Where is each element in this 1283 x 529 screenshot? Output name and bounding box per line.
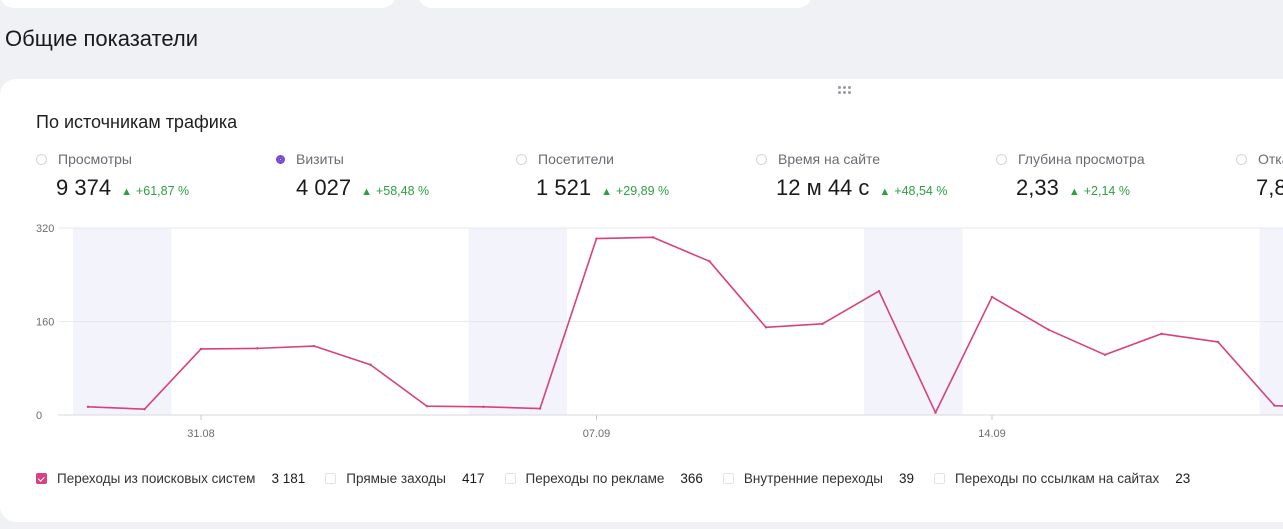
data-point bbox=[256, 347, 259, 350]
data-point bbox=[595, 237, 598, 240]
legend-label: Прямые заходы bbox=[346, 471, 446, 486]
metric-delta: ▲ +61,87 % bbox=[121, 184, 190, 198]
x-tick-label: 14.09 bbox=[978, 428, 1006, 440]
metric-delta: ▲ +2,14 % bbox=[1068, 184, 1130, 198]
data-point bbox=[1216, 340, 1220, 344]
x-tick-label: 31.08 bbox=[187, 428, 215, 440]
metric-visits[interactable]: Визиты 4 027 ▲ +58,48 % bbox=[276, 150, 429, 201]
metric-value: 7,8 bbox=[1256, 175, 1283, 200]
metric-page-depth[interactable]: Глубина просмотра 2,33 ▲ +2,14 % bbox=[996, 150, 1145, 201]
legend-item-search[interactable]: Переходы из поисковых систем 3 181 bbox=[36, 471, 305, 486]
metric-value: 12 м 44 с bbox=[776, 175, 870, 200]
legend-count: 417 bbox=[461, 471, 485, 486]
checkbox-icon[interactable] bbox=[722, 473, 734, 484]
x-tick-label: 07.09 bbox=[583, 428, 611, 440]
data-point bbox=[199, 347, 203, 351]
checkbox-icon[interactable] bbox=[934, 473, 946, 484]
section-title: Общие показатели bbox=[5, 26, 198, 51]
radio-selected-icon[interactable] bbox=[276, 154, 285, 164]
metric-delta: ▲ +29,89 % bbox=[601, 184, 670, 198]
metric-label: Отка bbox=[1258, 151, 1283, 167]
metric-label: Визиты bbox=[296, 151, 344, 167]
metric-delta: ▲ +58,48 % bbox=[361, 184, 430, 198]
arrow-up-icon: ▲ bbox=[121, 186, 132, 198]
arrow-up-icon: ▲ bbox=[361, 186, 372, 198]
metric-visitors[interactable]: Посетители 1 521 ▲ +29,89 % bbox=[516, 150, 669, 201]
data-point bbox=[708, 260, 711, 263]
metric-label: Глубина просмотра bbox=[1018, 151, 1145, 167]
metric-label: Посетители bbox=[538, 151, 614, 167]
data-point bbox=[538, 407, 542, 410]
series-line-search bbox=[87, 236, 1283, 414]
metric-delta: ▲ +48,54 % bbox=[879, 184, 948, 198]
legend-count: 39 bbox=[898, 471, 915, 486]
metric-time-on-site[interactable]: Время на сайте 12 м 44 с ▲ +48,54 % bbox=[756, 150, 947, 201]
y-tick-label: 160 bbox=[36, 317, 54, 329]
data-point bbox=[482, 405, 485, 409]
traffic-source-legend: Переходы из поисковых систем 3 181 Прямые… bbox=[36, 471, 1210, 486]
data-point bbox=[1103, 353, 1107, 357]
checkbox-icon[interactable] bbox=[325, 473, 337, 484]
arrow-up-icon: ▲ bbox=[1068, 186, 1080, 198]
metric-value: 2,33 bbox=[1016, 175, 1059, 200]
metric-bounce[interactable]: Отка 7,8 bbox=[1236, 150, 1283, 201]
traffic-sources-card bbox=[0, 79, 1283, 522]
data-point bbox=[425, 405, 429, 408]
radio-icon[interactable] bbox=[516, 153, 527, 165]
legend-label: Внутренние переходы bbox=[743, 471, 883, 486]
data-point bbox=[877, 289, 881, 293]
radio-icon[interactable] bbox=[996, 153, 1007, 165]
checkbox-checked-icon[interactable] bbox=[36, 473, 47, 484]
data-point bbox=[143, 407, 146, 411]
data-point bbox=[1273, 404, 1276, 407]
radio-icon[interactable] bbox=[1236, 153, 1247, 165]
data-point bbox=[312, 344, 316, 348]
metric-value: 4 027 bbox=[296, 175, 352, 200]
legend-item-ads[interactable]: Переходы по рекламе 366 bbox=[504, 471, 703, 486]
y-tick-label: 0 bbox=[36, 410, 42, 422]
legend-label: Переходы из поисковых систем bbox=[57, 471, 256, 486]
data-point bbox=[651, 236, 655, 239]
data-point bbox=[934, 411, 937, 414]
metric-value: 9 374 bbox=[56, 175, 112, 200]
legend-label: Переходы по рекламе bbox=[525, 471, 665, 486]
radio-icon[interactable] bbox=[36, 153, 47, 165]
data-point bbox=[990, 295, 994, 299]
data-point bbox=[1160, 332, 1163, 335]
legend-item-internal[interactable]: Внутренние переходы 39 bbox=[722, 471, 915, 486]
legend-item-direct[interactable]: Прямые заходы 417 bbox=[325, 471, 485, 486]
legend-label: Переходы по ссылкам на сайтах bbox=[955, 471, 1160, 486]
checkbox-icon[interactable] bbox=[504, 473, 516, 484]
drag-handle-icon[interactable] bbox=[838, 86, 852, 98]
legend-count: 23 bbox=[1175, 471, 1191, 486]
data-point bbox=[764, 326, 768, 329]
data-point bbox=[369, 363, 372, 366]
data-point bbox=[86, 405, 90, 409]
arrow-up-icon: ▲ bbox=[879, 186, 891, 198]
legend-count: 366 bbox=[680, 471, 703, 486]
metric-label: Просмотры bbox=[58, 151, 132, 167]
metric-value: 1 521 bbox=[536, 175, 592, 200]
data-point bbox=[821, 322, 824, 326]
metric-pageviews[interactable]: Просмотры 9 374 ▲ +61,87 % bbox=[36, 150, 189, 201]
arrow-up-icon: ▲ bbox=[601, 186, 612, 198]
legend-item-links[interactable]: Переходы по ссылкам на сайтах 23 bbox=[934, 471, 1190, 486]
top-summary-card-right bbox=[418, 0, 812, 8]
top-summary-card-left bbox=[0, 0, 396, 8]
radio-icon[interactable] bbox=[756, 153, 767, 165]
y-tick-label: 320 bbox=[36, 223, 54, 235]
data-point bbox=[1047, 328, 1050, 331]
card-title: По источникам трафика bbox=[36, 112, 238, 132]
metric-label: Время на сайте bbox=[778, 151, 881, 167]
legend-count: 3 181 bbox=[271, 471, 306, 486]
